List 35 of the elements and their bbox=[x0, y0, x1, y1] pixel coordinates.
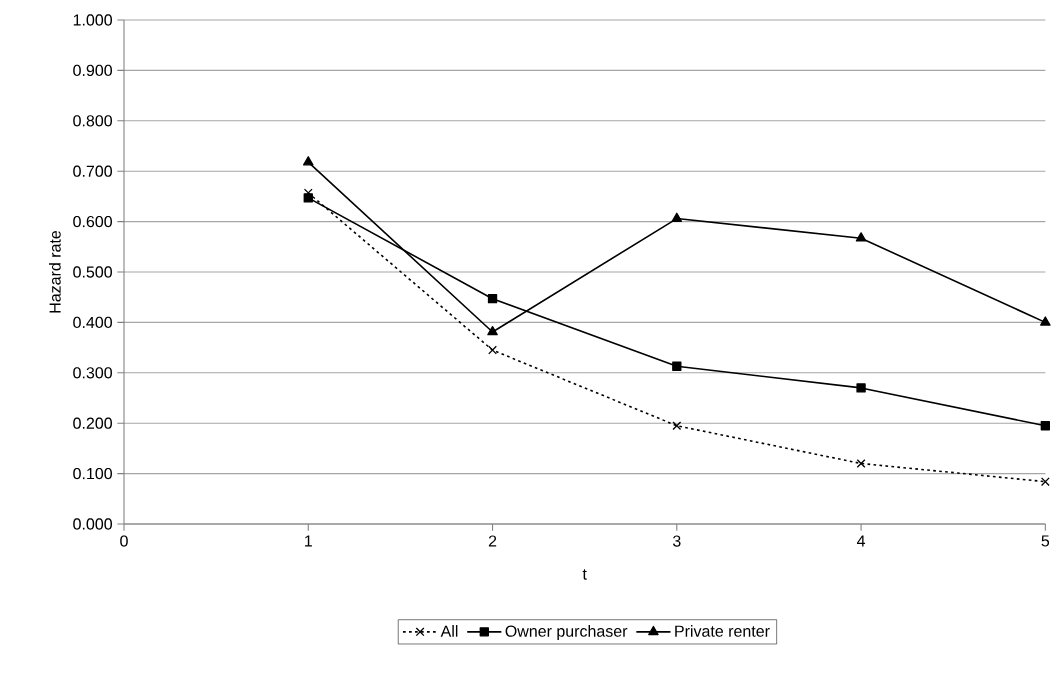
x-tick-label: 1 bbox=[305, 535, 312, 547]
x-tick-label: 3 bbox=[672, 535, 681, 547]
x-tick-label: 0 bbox=[120, 535, 128, 547]
y-tick-label: 0.400 bbox=[73, 316, 112, 329]
x-axis-title: t bbox=[582, 569, 587, 580]
legend-label: All bbox=[440, 625, 458, 637]
y-tick-label: 0.900 bbox=[73, 64, 112, 77]
y-tick-label: 0.800 bbox=[73, 115, 112, 127]
point bbox=[487, 325, 498, 336]
point bbox=[672, 361, 682, 371]
x-tick-label: 2 bbox=[488, 535, 497, 547]
y-tick-label: 1.000 bbox=[73, 14, 112, 26]
point bbox=[1040, 477, 1050, 487]
x-tick-label: 5 bbox=[1041, 535, 1050, 547]
y-axis-title: Hazard rate bbox=[49, 230, 61, 313]
y-tick-label: 0.000 bbox=[73, 518, 112, 530]
point bbox=[487, 294, 498, 304]
y-tick-label: 0.100 bbox=[73, 467, 112, 480]
y-tick-label: 0.600 bbox=[73, 215, 112, 228]
point bbox=[488, 345, 497, 355]
y-tick-label: 0.200 bbox=[73, 417, 112, 429]
point bbox=[855, 232, 867, 242]
point bbox=[672, 421, 682, 431]
y-tick-label: 0.500 bbox=[73, 266, 112, 278]
point bbox=[302, 156, 314, 166]
y-tick-label: 0.700 bbox=[73, 165, 112, 177]
point bbox=[671, 212, 683, 222]
y-tick-label: 0.300 bbox=[73, 367, 112, 379]
point bbox=[1040, 316, 1051, 326]
x-tick-label: 4 bbox=[857, 535, 866, 547]
legend-label: Owner purchaser bbox=[505, 625, 628, 640]
legend-label: Private renter bbox=[675, 625, 770, 637]
point bbox=[1040, 421, 1051, 431]
point bbox=[856, 459, 866, 468]
point bbox=[856, 383, 866, 393]
